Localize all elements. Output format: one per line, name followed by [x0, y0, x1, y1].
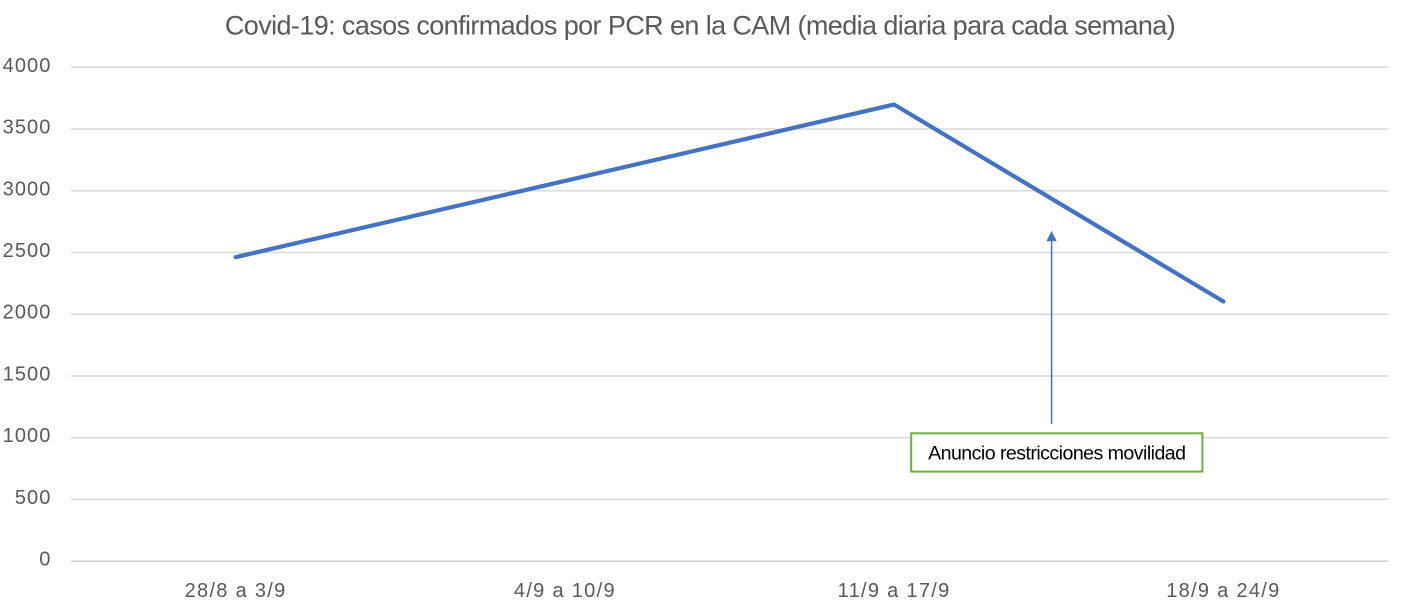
- svg-text:500: 500: [15, 487, 52, 509]
- svg-text:4/9 a 10/9: 4/9 a 10/9: [514, 580, 616, 602]
- svg-text:1500: 1500: [3, 364, 52, 386]
- svg-text:28/8 a 3/9: 28/8 a 3/9: [185, 580, 287, 602]
- svg-text:Covid-19: casos confirmados po: Covid-19: casos confirmados por PCR en l…: [225, 11, 1175, 41]
- svg-text:0: 0: [39, 549, 51, 571]
- svg-text:4000: 4000: [3, 55, 52, 77]
- svg-text:3000: 3000: [3, 178, 52, 200]
- svg-text:1000: 1000: [3, 425, 52, 447]
- svg-text:2000: 2000: [3, 302, 52, 324]
- svg-text:18/9 a 24/9: 18/9 a 24/9: [1166, 580, 1280, 602]
- svg-text:11/9 a 17/9: 11/9 a 17/9: [838, 580, 951, 602]
- svg-text:2500: 2500: [3, 240, 52, 262]
- svg-text:Anuncio restricciones movilida: Anuncio restricciones movilidad: [928, 442, 1185, 464]
- svg-text:3500: 3500: [3, 117, 52, 139]
